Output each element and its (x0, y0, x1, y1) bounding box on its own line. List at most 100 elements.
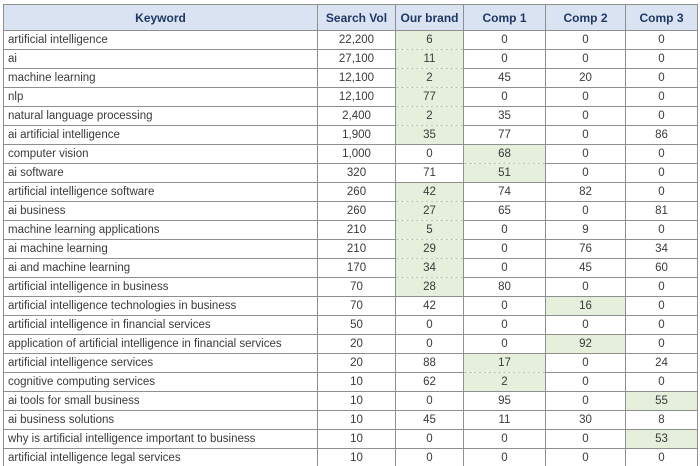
comp2-cell[interactable]: 0 (545, 30, 626, 50)
our-brand-cell[interactable]: 5 (395, 220, 464, 240)
comp2-cell[interactable]: 30 (545, 410, 626, 430)
keyword-cell[interactable]: ai (3, 49, 318, 69)
comp2-cell[interactable]: 92 (545, 334, 626, 354)
our-brand-cell[interactable]: 27 (395, 201, 464, 221)
keyword-cell[interactable]: artificial intelligence in financial ser… (3, 315, 318, 335)
our-brand-cell[interactable]: 0 (395, 334, 464, 354)
comp3-cell[interactable]: 55 (625, 391, 698, 411)
our-brand-cell[interactable]: 62 (395, 372, 464, 392)
comp3-cell[interactable]: 0 (625, 220, 698, 240)
our-brand-cell[interactable]: 42 (395, 296, 464, 316)
search-vol-cell[interactable]: 260 (317, 182, 396, 202)
keyword-cell[interactable]: ai business (3, 201, 318, 221)
our-brand-cell[interactable]: 2 (395, 106, 464, 126)
keyword-cell[interactable]: computer vision (3, 144, 318, 164)
search-vol-cell[interactable]: 2,400 (317, 106, 396, 126)
search-vol-cell[interactable]: 260 (317, 201, 396, 221)
comp2-cell[interactable]: 0 (545, 49, 626, 69)
comp2-cell[interactable]: 0 (545, 87, 626, 107)
comp3-cell[interactable]: 0 (625, 106, 698, 126)
search-vol-cell[interactable]: 50 (317, 315, 396, 335)
keyword-cell[interactable]: machine learning (3, 68, 318, 88)
comp2-cell[interactable]: 0 (545, 125, 626, 145)
comp1-cell[interactable]: 95 (463, 391, 546, 411)
our-brand-cell[interactable]: 28 (395, 277, 464, 297)
comp1-cell[interactable]: 0 (463, 315, 546, 335)
comp1-cell[interactable]: 2 (463, 372, 546, 392)
comp2-cell[interactable]: 16 (545, 296, 626, 316)
keyword-cell[interactable]: natural language processing (3, 106, 318, 126)
comp3-cell[interactable]: 0 (625, 448, 698, 466)
comp3-cell[interactable]: 0 (625, 334, 698, 354)
comp1-cell[interactable]: 0 (463, 30, 546, 50)
header-comp-3[interactable]: Comp 3 (625, 4, 698, 31)
search-vol-cell[interactable]: 10 (317, 410, 396, 430)
search-vol-cell[interactable]: 10 (317, 448, 396, 466)
comp3-cell[interactable]: 0 (625, 87, 698, 107)
keyword-cell[interactable]: ai software (3, 163, 318, 183)
comp3-cell[interactable]: 0 (625, 68, 698, 88)
keyword-cell[interactable]: ai artificial intelligence (3, 125, 318, 145)
search-vol-cell[interactable]: 20 (317, 334, 396, 354)
our-brand-cell[interactable]: 45 (395, 410, 464, 430)
comp3-cell[interactable]: 8 (625, 410, 698, 430)
comp2-cell[interactable]: 0 (545, 144, 626, 164)
keyword-cell[interactable]: why is artificial intelligence important… (3, 429, 318, 449)
our-brand-cell[interactable]: 42 (395, 182, 464, 202)
our-brand-cell[interactable]: 2 (395, 68, 464, 88)
search-vol-cell[interactable]: 12,100 (317, 87, 396, 107)
comp3-cell[interactable]: 53 (625, 429, 698, 449)
keyword-cell[interactable]: ai and machine learning (3, 258, 318, 278)
our-brand-cell[interactable]: 0 (395, 448, 464, 466)
keyword-cell[interactable]: artificial intelligence software (3, 182, 318, 202)
comp1-cell[interactable]: 45 (463, 68, 546, 88)
header-comp-1[interactable]: Comp 1 (463, 4, 546, 31)
comp2-cell[interactable]: 0 (545, 429, 626, 449)
search-vol-cell[interactable]: 22,200 (317, 30, 396, 50)
search-vol-cell[interactable]: 10 (317, 391, 396, 411)
header-search-vol[interactable]: Search Vol (317, 4, 396, 31)
keyword-cell[interactable]: cognitive computing services (3, 372, 318, 392)
keyword-cell[interactable]: nlp (3, 87, 318, 107)
comp3-cell[interactable]: 0 (625, 372, 698, 392)
comp1-cell[interactable]: 51 (463, 163, 546, 183)
comp2-cell[interactable]: 0 (545, 163, 626, 183)
comp3-cell[interactable]: 0 (625, 315, 698, 335)
search-vol-cell[interactable]: 1,000 (317, 144, 396, 164)
search-vol-cell[interactable]: 70 (317, 296, 396, 316)
comp3-cell[interactable]: 0 (625, 49, 698, 69)
search-vol-cell[interactable]: 27,100 (317, 49, 396, 69)
keyword-cell[interactable]: ai business solutions (3, 410, 318, 430)
comp2-cell[interactable]: 0 (545, 201, 626, 221)
comp2-cell[interactable]: 0 (545, 277, 626, 297)
comp1-cell[interactable]: 0 (463, 239, 546, 259)
our-brand-cell[interactable]: 0 (395, 429, 464, 449)
comp2-cell[interactable]: 76 (545, 239, 626, 259)
comp3-cell[interactable]: 0 (625, 144, 698, 164)
keyword-cell[interactable]: machine learning applications (3, 220, 318, 240)
comp1-cell[interactable]: 80 (463, 277, 546, 297)
comp1-cell[interactable]: 0 (463, 296, 546, 316)
search-vol-cell[interactable]: 20 (317, 353, 396, 373)
comp3-cell[interactable]: 0 (625, 182, 698, 202)
search-vol-cell[interactable]: 70 (317, 277, 396, 297)
comp1-cell[interactable]: 0 (463, 448, 546, 466)
comp2-cell[interactable]: 0 (545, 372, 626, 392)
keyword-cell[interactable]: artificial intelligence (3, 30, 318, 50)
comp3-cell[interactable]: 0 (625, 277, 698, 297)
comp1-cell[interactable]: 65 (463, 201, 546, 221)
our-brand-cell[interactable]: 34 (395, 258, 464, 278)
header-keyword[interactable]: Keyword (3, 4, 318, 31)
keyword-cell[interactable]: artificial intelligence technologies in … (3, 296, 318, 316)
comp3-cell[interactable]: 24 (625, 353, 698, 373)
comp2-cell[interactable]: 9 (545, 220, 626, 240)
comp3-cell[interactable]: 81 (625, 201, 698, 221)
search-vol-cell[interactable]: 12,100 (317, 68, 396, 88)
search-vol-cell[interactable]: 1,900 (317, 125, 396, 145)
comp3-cell[interactable]: 0 (625, 163, 698, 183)
comp1-cell[interactable]: 11 (463, 410, 546, 430)
our-brand-cell[interactable]: 77 (395, 87, 464, 107)
keyword-cell[interactable]: ai tools for small business (3, 391, 318, 411)
comp1-cell[interactable]: 0 (463, 334, 546, 354)
search-vol-cell[interactable]: 10 (317, 429, 396, 449)
